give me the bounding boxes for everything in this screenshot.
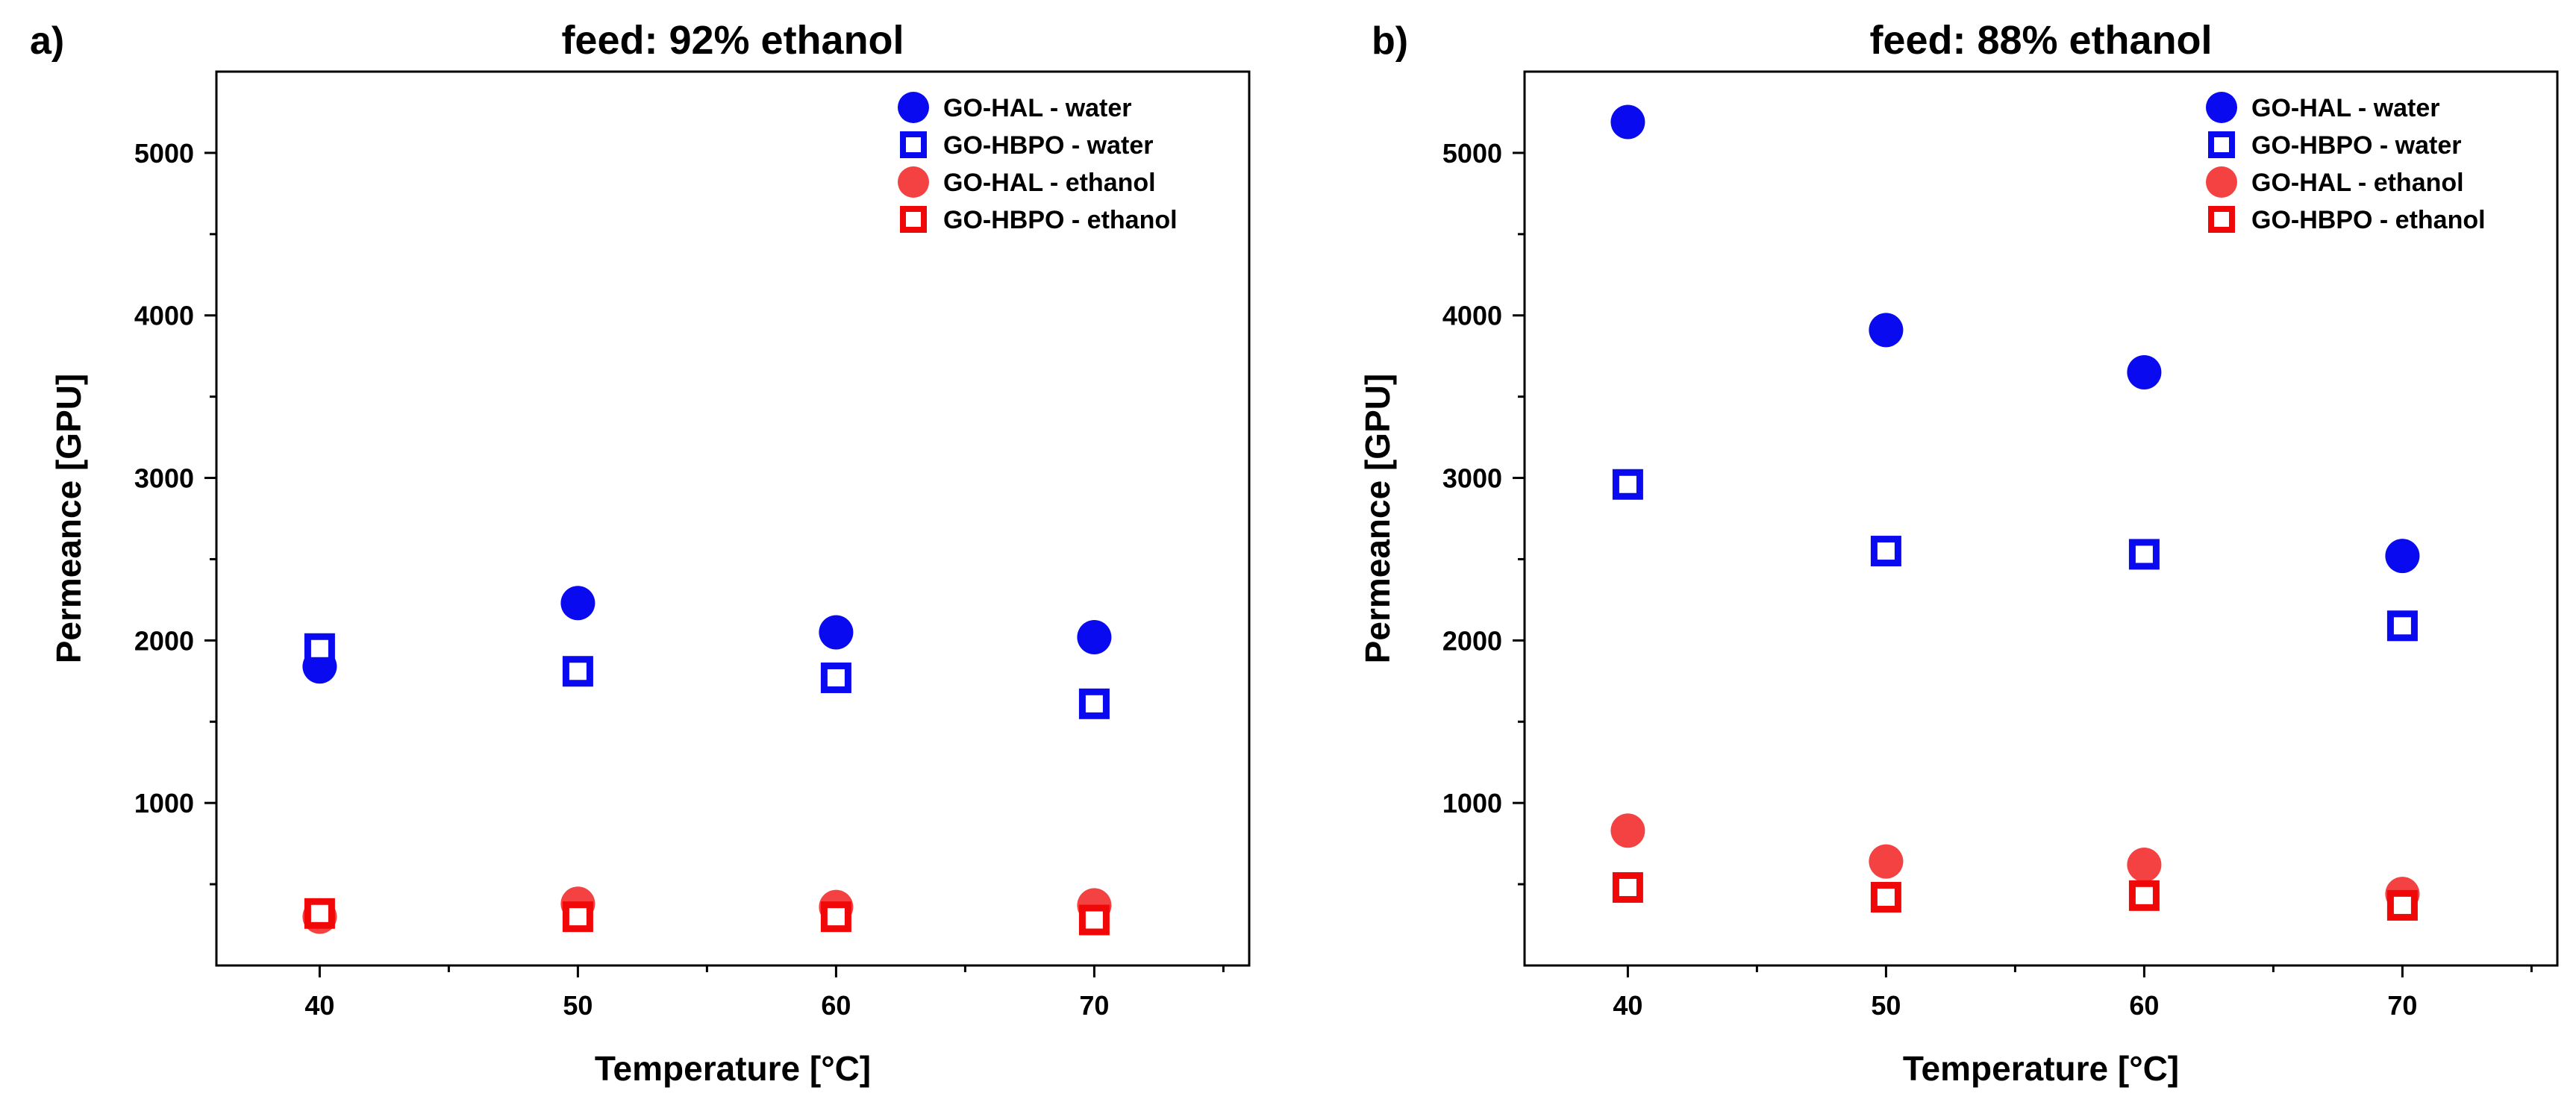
y-tick-label: 2000: [1442, 625, 1502, 656]
x-tick-label: 60: [2129, 990, 2159, 1021]
x-tick-label: 70: [2387, 990, 2417, 1021]
data-point-square: [2128, 539, 2160, 570]
legend-label: GO-HBPO - ethanol: [943, 206, 1178, 234]
data-point-square: [1870, 882, 1901, 913]
y-tick-label: 3000: [1442, 463, 1502, 494]
chart-title: feed: 92% ethanol: [561, 18, 904, 63]
y-axis-title: Permeance [GPU]: [1358, 374, 1397, 664]
data-point-circle: [1610, 813, 1645, 848]
x-tick-label: 40: [304, 990, 334, 1021]
data-point-square: [562, 901, 593, 933]
y-tick-label: 3000: [134, 463, 194, 494]
x-axis-title: Temperature [°C]: [595, 1049, 871, 1088]
y-tick-label: 1000: [1442, 788, 1502, 818]
data-point-circle: [1869, 313, 1904, 348]
legend-marker-square: [900, 131, 927, 158]
legend-marker-circle: [2206, 92, 2237, 123]
x-tick-label: 50: [1871, 990, 1901, 1021]
data-point-square: [562, 656, 593, 687]
data-point-circle: [2127, 354, 2162, 389]
data-point-circle: [1610, 104, 1645, 140]
data-point-circle: [560, 586, 595, 621]
y-axis-title: Permeance [GPU]: [49, 374, 88, 664]
legend-label: GO-HAL - water: [943, 94, 1132, 122]
plot-frame: [1523, 70, 2559, 967]
panel-label: a): [30, 19, 64, 63]
chart-title: feed: 88% ethanol: [1869, 18, 2212, 63]
data-point-square: [1078, 688, 1110, 719]
data-point-square: [820, 662, 851, 693]
data-point-square: [304, 633, 335, 664]
data-point-square: [2128, 880, 2160, 911]
data-point-circle: [2385, 539, 2420, 574]
chart-panel-b: feed: 88% ethanol b) 40 50 60 70 1000 2000 3000 4…: [1358, 18, 2559, 1088]
legend-label: GO-HBPO - water: [2251, 131, 2461, 160]
data-point-square: [820, 901, 851, 933]
plot-frame: [215, 70, 1251, 967]
legend-label: GO-HBPO - ethanol: [2251, 206, 2486, 234]
legend-label: GO-HAL - ethanol: [943, 169, 1156, 197]
x-tick-label: 40: [1613, 990, 1642, 1021]
data-point-square: [1078, 904, 1110, 936]
data-point-square: [1612, 469, 1643, 500]
y-tick-label: 5000: [134, 138, 194, 169]
x-axis-title: Temperature [°C]: [1903, 1049, 2179, 1088]
chart-panel-a: feed: 92% ethanol a) 40 50 60 70 1000 2000 3000 4…: [30, 18, 1251, 1088]
x-tick-label: 60: [821, 990, 851, 1021]
legend-marker-square: [2208, 206, 2235, 233]
data-point-square: [1870, 536, 1901, 567]
y-tick-label: 1000: [134, 788, 194, 818]
data-point-circle: [1077, 620, 1112, 655]
data-point-circle: [1869, 844, 1904, 879]
data-point-circle: [819, 615, 854, 650]
data-point-square: [2386, 889, 2418, 921]
x-tick-label: 70: [1079, 990, 1109, 1021]
legend-marker-square: [2208, 131, 2235, 158]
x-tick-label: 50: [563, 990, 593, 1021]
data-point-square: [304, 898, 335, 929]
legend-marker-circle: [898, 166, 929, 198]
y-tick-label: 4000: [134, 301, 194, 331]
data-point-square: [1612, 871, 1643, 903]
y-tick-label: 4000: [1442, 301, 1502, 331]
y-tick-label: 2000: [134, 625, 194, 656]
panel-label: b): [1372, 19, 1408, 63]
legend-marker-circle: [2206, 166, 2237, 198]
legend-label: GO-HAL - ethanol: [2251, 169, 2464, 197]
legend-label: GO-HBPO - water: [943, 131, 1153, 160]
legend-marker-circle: [898, 92, 929, 123]
y-tick-label: 5000: [1442, 138, 1502, 169]
legend-label: GO-HAL - water: [2251, 94, 2440, 122]
data-point-square: [2386, 610, 2418, 642]
legend-marker-square: [900, 206, 927, 233]
data-point-circle: [2127, 847, 2162, 882]
